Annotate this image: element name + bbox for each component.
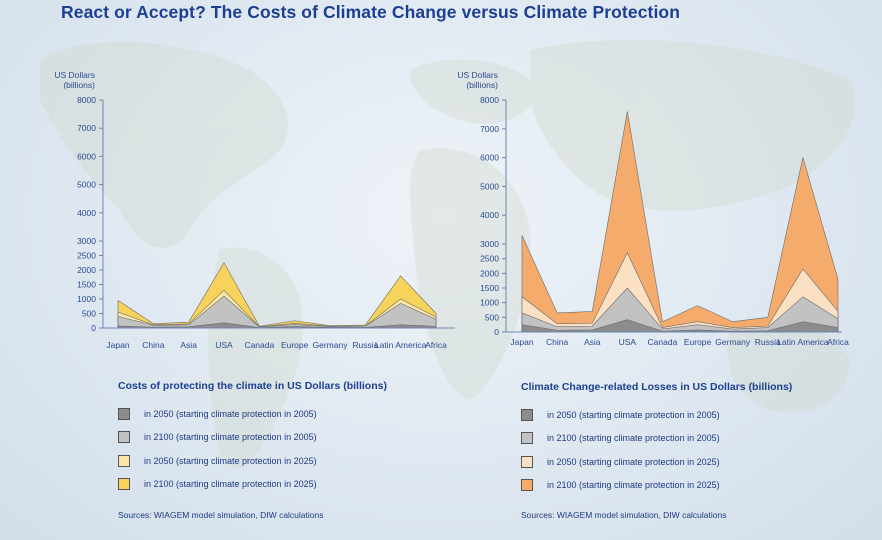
legend-item-2050-2025: in 2050 (starting climate protection in … <box>521 455 720 469</box>
x-tick-label: Asia <box>584 337 601 347</box>
y-tick-label: 8000 <box>480 95 499 105</box>
y-tick-label: 2500 <box>480 254 499 264</box>
area-series <box>521 287 839 333</box>
legend-swatch <box>521 479 533 491</box>
area-series <box>521 111 839 333</box>
x-tick-label: Europe <box>684 337 712 347</box>
y-tick-label: 500 <box>485 312 499 322</box>
y-tick-label: 3000 <box>77 236 96 246</box>
y-tick-label: 1000 <box>77 294 96 304</box>
area-series <box>521 319 839 333</box>
y-axis-title: US Dollars <box>54 70 95 80</box>
source-note-costs: Sources: WIAGEM model simulation, DIW ca… <box>118 510 324 520</box>
legend-item-2050-2005: in 2050 (starting climate protection in … <box>521 408 720 422</box>
x-tick-label: Asia <box>180 340 197 350</box>
legend-label: in 2050 (starting climate protection in … <box>144 456 317 466</box>
area-series <box>117 322 437 329</box>
chart-costs-protection: 0 500 1000 1500 2000 2500 3000 4000 5000 6000 7000… <box>54 70 455 350</box>
legend-swatch <box>118 408 130 420</box>
legend-label: in 2100 (starting climate protection in … <box>144 432 317 442</box>
x-tick-label: Russia <box>352 340 378 350</box>
x-tick-label: Canada <box>244 340 274 350</box>
y-tick-label: 7000 <box>77 123 96 133</box>
y-tick-label: 0 <box>494 327 499 337</box>
legend-label: in 2050 (starting climate protection in … <box>547 410 720 420</box>
x-tick-label: China <box>142 340 164 350</box>
legend-swatch <box>521 409 533 421</box>
legend-losses: Climate Change-related Losses in US Doll… <box>521 381 861 531</box>
x-tick-label: Japan <box>510 337 533 347</box>
area-series <box>521 252 839 333</box>
legend-title-costs: Costs of protecting the climate in US Do… <box>118 380 387 392</box>
y-tick-label: 0 <box>91 323 96 333</box>
y-tick-label: 1500 <box>77 280 96 290</box>
y-axis-title-unit: (billions) <box>466 80 498 90</box>
x-tick-label: Africa <box>425 340 447 350</box>
legend-item-2100-2025: in 2100 (starting climate protection in … <box>118 477 317 491</box>
y-tick-label: 4000 <box>480 210 499 220</box>
area-series <box>117 295 437 329</box>
legend-label: in 2050 (starting climate protection in … <box>144 409 317 419</box>
chart-climate-losses: 0 500 1000 1500 2000 2500 3000 4000 5000 6000 7000… <box>457 70 849 347</box>
legend-item-2100-2005: in 2100 (starting climate protection in … <box>118 430 317 444</box>
legend-item-2050-2025: in 2050 (starting climate protection in … <box>118 454 317 468</box>
x-tick-label: Japan <box>106 340 129 350</box>
y-tick-label: 5000 <box>480 181 499 191</box>
y-tick-label: 4000 <box>77 208 96 218</box>
y-axis-title: US Dollars <box>457 70 498 80</box>
y-tick-label: 2000 <box>77 265 96 275</box>
y-tick-label: 1500 <box>480 283 499 293</box>
legend-item-2100-2025: in 2100 (starting climate protection in … <box>521 478 720 492</box>
legend-label: in 2100 (starting climate protection in … <box>144 479 317 489</box>
x-tick-label: Latin America <box>777 337 829 347</box>
legend-swatch <box>521 432 533 444</box>
x-tick-label: Russia <box>755 337 781 347</box>
y-tick-label: 5000 <box>77 180 96 190</box>
y-tick-label: 1000 <box>480 298 499 308</box>
x-tick-label: Europe <box>281 340 309 350</box>
area-series <box>117 262 437 329</box>
legend-swatch <box>118 431 130 443</box>
legend-item-2050-2005: in 2050 (starting climate protection in … <box>118 407 317 421</box>
x-tick-label: USA <box>619 337 637 347</box>
x-tick-label: USA <box>215 340 233 350</box>
legend-swatch <box>118 478 130 490</box>
x-tick-label: Germany <box>715 337 751 347</box>
legend-label: in 2050 (starting climate protection in … <box>547 457 720 467</box>
y-tick-label: 2000 <box>480 268 499 278</box>
x-tick-label: China <box>546 337 568 347</box>
y-axis-title-unit: (billions) <box>63 80 95 90</box>
y-tick-label: 7000 <box>480 124 499 134</box>
y-tick-label: 6000 <box>480 153 499 163</box>
legend-swatch <box>521 456 533 468</box>
x-tick-label: Germany <box>313 340 349 350</box>
x-tick-label: Latin America <box>375 340 427 350</box>
source-note-losses: Sources: WIAGEM model simulation, DIW ca… <box>521 510 727 520</box>
legend-label: in 2100 (starting climate protection in … <box>547 480 720 490</box>
y-tick-label: 500 <box>82 309 96 319</box>
legend-swatch <box>118 455 130 467</box>
x-tick-label: Africa <box>827 337 849 347</box>
y-tick-label: 2500 <box>77 251 96 261</box>
legend-item-2100-2005: in 2100 (starting climate protection in … <box>521 431 720 445</box>
y-tick-label: 6000 <box>77 151 96 161</box>
page-title: React or Accept? The Costs of Climate Ch… <box>61 2 680 22</box>
legend-costs: Costs of protecting the climate in US Do… <box>118 380 448 530</box>
x-tick-label: Canada <box>648 337 678 347</box>
legend-title-losses: Climate Change-related Losses in US Doll… <box>521 381 793 393</box>
y-tick-label: 8000 <box>77 95 96 105</box>
y-tick-label: 3000 <box>480 239 499 249</box>
legend-label: in 2100 (starting climate protection in … <box>547 433 720 443</box>
